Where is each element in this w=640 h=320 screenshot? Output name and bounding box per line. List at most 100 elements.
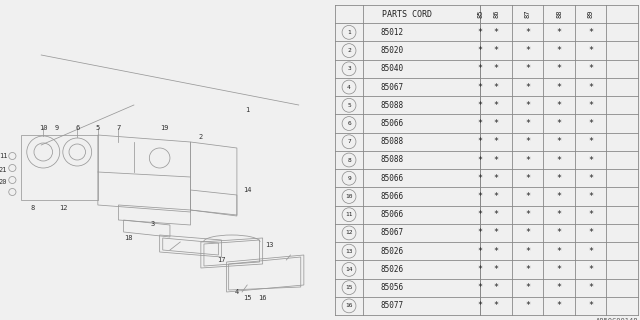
Text: *: * <box>588 119 593 128</box>
Text: 2: 2 <box>347 48 351 53</box>
Text: *: * <box>493 28 499 37</box>
Text: *: * <box>557 228 562 237</box>
Text: *: * <box>477 301 483 310</box>
Text: 85088: 85088 <box>381 156 404 164</box>
Text: 4: 4 <box>347 84 351 90</box>
Text: *: * <box>477 156 483 164</box>
Text: *: * <box>588 101 593 110</box>
Text: 86: 86 <box>493 10 499 18</box>
Text: *: * <box>588 228 593 237</box>
Text: 14: 14 <box>345 267 353 272</box>
Text: *: * <box>525 156 530 164</box>
Text: *: * <box>493 174 499 183</box>
Text: *: * <box>493 101 499 110</box>
Text: *: * <box>557 265 562 274</box>
Text: *: * <box>557 192 562 201</box>
Text: *: * <box>477 228 483 237</box>
Text: *: * <box>493 247 499 256</box>
Text: *: * <box>588 210 593 219</box>
Text: 16: 16 <box>345 303 353 308</box>
Text: *: * <box>477 101 483 110</box>
Text: 10: 10 <box>39 125 47 131</box>
Text: *: * <box>477 283 483 292</box>
Text: *: * <box>557 174 562 183</box>
Text: *: * <box>493 228 499 237</box>
Text: *: * <box>525 83 530 92</box>
Text: *: * <box>493 119 499 128</box>
Text: *: * <box>557 301 562 310</box>
Text: *: * <box>525 210 530 219</box>
Text: 87: 87 <box>525 10 531 18</box>
Text: *: * <box>493 156 499 164</box>
Text: *: * <box>477 119 483 128</box>
Text: *: * <box>557 83 562 92</box>
Text: 3: 3 <box>347 66 351 71</box>
Text: *: * <box>477 210 483 219</box>
Text: 5: 5 <box>96 125 100 131</box>
Text: 6: 6 <box>75 125 79 131</box>
Text: 85026: 85026 <box>381 247 404 256</box>
Text: *: * <box>588 301 593 310</box>
Text: 9: 9 <box>347 176 351 181</box>
Text: *: * <box>493 137 499 146</box>
Text: 2: 2 <box>199 134 203 140</box>
Text: *: * <box>525 137 530 146</box>
Text: 12: 12 <box>345 230 353 236</box>
Text: 1: 1 <box>347 30 351 35</box>
Text: *: * <box>493 265 499 274</box>
Text: 13: 13 <box>266 242 274 248</box>
Text: 8: 8 <box>347 157 351 163</box>
Text: 16: 16 <box>259 295 267 301</box>
Text: *: * <box>477 28 483 37</box>
Text: *: * <box>588 247 593 256</box>
Text: *: * <box>557 101 562 110</box>
Text: 6: 6 <box>347 121 351 126</box>
Text: 18: 18 <box>125 235 133 241</box>
Text: *: * <box>557 137 562 146</box>
Text: *: * <box>588 265 593 274</box>
Text: *: * <box>493 192 499 201</box>
Text: *: * <box>525 192 530 201</box>
Text: 85020: 85020 <box>381 46 404 55</box>
Text: 14: 14 <box>243 187 252 193</box>
Text: 17: 17 <box>217 257 226 263</box>
Text: 85088: 85088 <box>381 101 404 110</box>
Text: *: * <box>525 228 530 237</box>
Text: *: * <box>588 64 593 73</box>
Text: *: * <box>525 64 530 73</box>
Text: *: * <box>525 28 530 37</box>
Text: *: * <box>477 174 483 183</box>
Text: 5: 5 <box>347 103 351 108</box>
Text: 11: 11 <box>0 153 7 159</box>
Text: 89: 89 <box>588 10 594 18</box>
Text: *: * <box>557 46 562 55</box>
Text: *: * <box>588 46 593 55</box>
Text: PARTS CORD: PARTS CORD <box>383 10 433 19</box>
Text: 8: 8 <box>31 205 35 211</box>
Text: 7: 7 <box>116 125 120 131</box>
Text: *: * <box>557 247 562 256</box>
Text: *: * <box>477 265 483 274</box>
Text: 85088: 85088 <box>381 137 404 146</box>
Text: 3: 3 <box>150 221 155 227</box>
Text: *: * <box>525 247 530 256</box>
Text: 19: 19 <box>161 125 169 131</box>
Text: 85066: 85066 <box>381 192 404 201</box>
Text: *: * <box>477 247 483 256</box>
Text: *: * <box>525 101 530 110</box>
Text: *: * <box>477 192 483 201</box>
Text: *: * <box>493 301 499 310</box>
Text: *: * <box>477 137 483 146</box>
Text: *: * <box>588 283 593 292</box>
Text: 85066: 85066 <box>381 174 404 183</box>
Text: *: * <box>588 83 593 92</box>
Text: 85040: 85040 <box>381 64 404 73</box>
Text: 4: 4 <box>235 289 239 295</box>
Text: 9: 9 <box>54 125 59 131</box>
Text: 85077: 85077 <box>381 301 404 310</box>
Text: *: * <box>525 301 530 310</box>
Text: 85056: 85056 <box>381 283 404 292</box>
Text: 1: 1 <box>245 107 250 113</box>
Text: 85012: 85012 <box>381 28 404 37</box>
Text: 15: 15 <box>243 295 252 301</box>
